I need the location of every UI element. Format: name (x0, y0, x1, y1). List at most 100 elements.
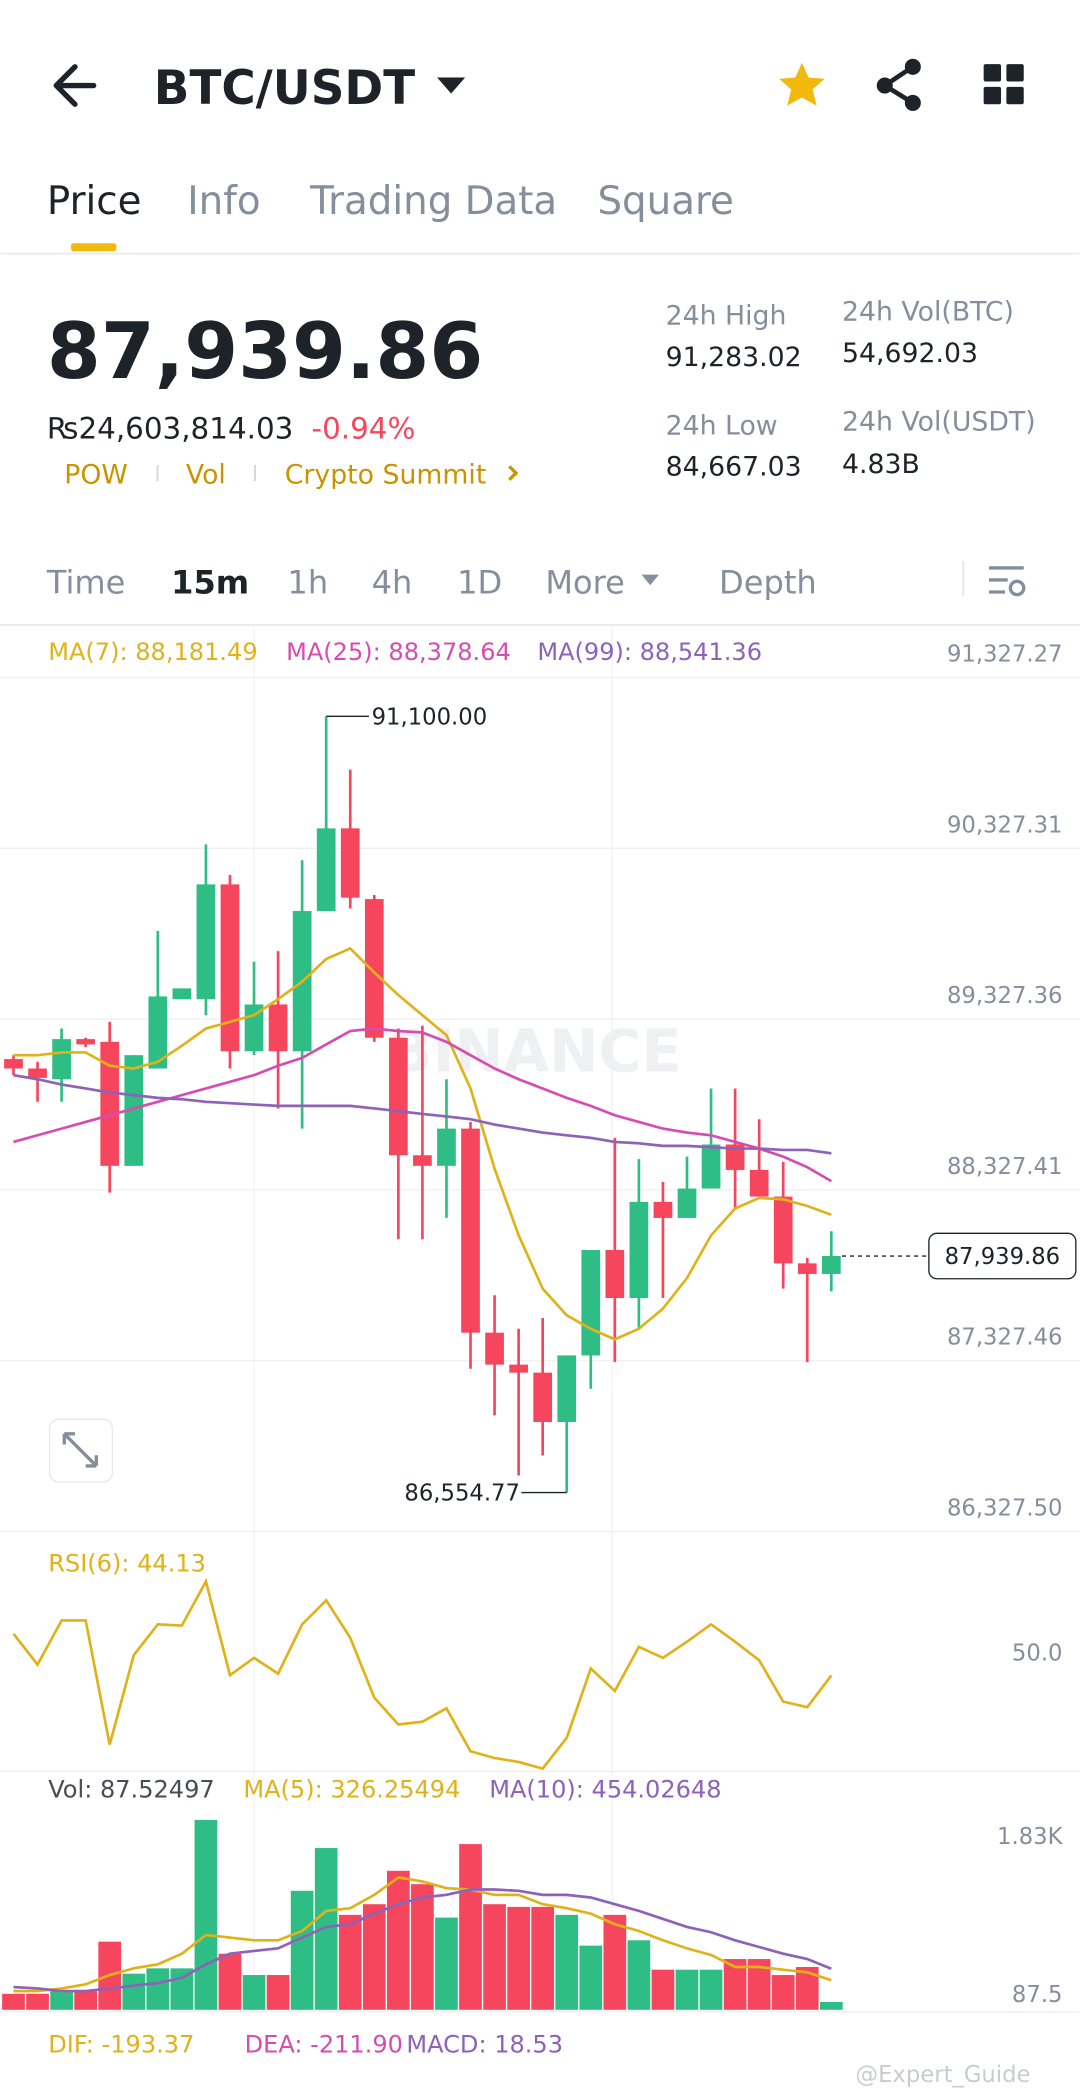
stat-label: 24h Vol(USDT) (842, 406, 1036, 437)
volume-bar (723, 1959, 747, 2010)
volume-bar (459, 1844, 482, 2010)
chevron (508, 465, 519, 481)
candle-body (677, 1188, 697, 1218)
y-tick-label: 86,327.50 (947, 1495, 1063, 1521)
last-price: 87,939.86 (47, 307, 483, 397)
candle-body (124, 1055, 144, 1166)
volume-bar (555, 1914, 579, 2010)
volume-bar (699, 1969, 723, 2010)
tab-indicator (70, 243, 117, 252)
tab-active[interactable]: Price (47, 179, 142, 224)
pair-dropdown[interactable] (437, 77, 466, 94)
tab[interactable]: Info (187, 179, 260, 224)
legend-entry: MA(5): 326.25494 (243, 1775, 460, 1803)
volume-bar (122, 1973, 146, 2010)
candle-body (364, 899, 384, 1038)
volume-bar (338, 1914, 362, 2010)
volume-bar (314, 1848, 338, 2010)
stat-label: 24h Vol(BTC) (842, 297, 1014, 328)
candle-body (725, 1144, 745, 1170)
volume-bar (266, 1975, 290, 2010)
annotation: 86,554.77 (404, 1481, 520, 1507)
annotation: 91,100.00 (372, 704, 488, 730)
tag[interactable]: Vol (186, 460, 226, 491)
interval[interactable]: More (545, 563, 624, 601)
candle-body (76, 1039, 96, 1045)
last-price-label: 87,939.86 (945, 1244, 1061, 1270)
candle-body (4, 1059, 23, 1069)
chart-settings[interactable] (988, 566, 1026, 597)
candle-body (340, 828, 360, 898)
candle-body (220, 884, 240, 1052)
volume-bar (386, 1870, 410, 2010)
legend-entry: MA(10): 454.02648 (489, 1775, 721, 1803)
separator (962, 561, 965, 596)
tag[interactable]: Crypto Summit (285, 460, 487, 491)
y-tick-label: 90,327.31 (947, 812, 1063, 838)
candle-body (797, 1263, 817, 1274)
back-button[interactable] (53, 64, 97, 107)
candle-body (437, 1128, 456, 1166)
interval-active[interactable]: 15m (171, 563, 249, 601)
interval[interactable]: Time (46, 563, 125, 601)
grid-menu[interactable] (983, 64, 1024, 105)
volume-bar (819, 2001, 843, 2010)
candle-body (148, 996, 168, 1069)
macd-dif: DIF: -193.37 (48, 2031, 194, 2059)
legend-entry: MA(7): 88,181.49 (48, 638, 257, 666)
candle-body (52, 1039, 71, 1080)
separator (254, 465, 257, 482)
expand-button[interactable] (48, 1418, 114, 1483)
volume-bar (531, 1906, 555, 2010)
macd-dea: DEA: -211.90 (245, 2031, 403, 2059)
tab[interactable]: Trading Data (309, 179, 557, 224)
candle-body (461, 1128, 480, 1333)
volume-bar (627, 1940, 651, 2010)
tab[interactable]: Square (597, 179, 733, 224)
volume-bar (74, 1991, 98, 2010)
favorite-star[interactable] (779, 62, 825, 106)
candle-body (316, 828, 336, 912)
candle-body (196, 884, 216, 1000)
candle-body (100, 1041, 120, 1166)
credit: @Expert_Guide (855, 2062, 1030, 2088)
y-tick-label: 91,327.27 (947, 641, 1063, 667)
ma-line (13, 946, 832, 1341)
interval[interactable]: Depth (719, 563, 817, 601)
stat-label: 24h High (666, 301, 787, 332)
stat-value: 84,667.03 (666, 452, 802, 483)
legend-entry: RSI(6): 44.13 (48, 1549, 206, 1577)
candle-body (773, 1196, 793, 1264)
divider (0, 252, 1080, 255)
candle-body (701, 1144, 721, 1189)
candle-body (268, 1004, 288, 1052)
volume-bar (747, 1959, 771, 2010)
stat-value: 54,692.03 (842, 338, 978, 369)
volume-bar (290, 1890, 314, 2010)
watermark: BINANCE (388, 1017, 682, 1086)
ma-line (13, 1876, 832, 1993)
y-tick-label: 50.0 (1012, 1640, 1063, 1666)
volume-bar (26, 1993, 49, 2010)
volume-bar (435, 1917, 458, 2010)
pair-title[interactable]: BTC/USDT (154, 62, 415, 116)
interval[interactable]: 1h (287, 563, 328, 601)
candle-body (413, 1155, 432, 1166)
volume-bar (771, 1975, 795, 2010)
interval[interactable]: 1D (457, 563, 502, 601)
share-button[interactable] (876, 58, 921, 111)
y-tick-label: 87.5 (1012, 1982, 1063, 2008)
candle-body (557, 1355, 577, 1423)
y-tick-label: 89,327.36 (947, 983, 1063, 1009)
volume-bar (218, 1953, 242, 2010)
tag[interactable]: POW (64, 460, 128, 491)
interval[interactable]: 4h (372, 563, 413, 601)
volume-bar (651, 1969, 675, 2010)
ma-line (13, 1073, 832, 1155)
volume-bar (579, 1945, 603, 2010)
stat-value: 91,283.02 (666, 342, 802, 373)
last-price-box (928, 1232, 1077, 1280)
volume-bar (795, 1966, 819, 2010)
